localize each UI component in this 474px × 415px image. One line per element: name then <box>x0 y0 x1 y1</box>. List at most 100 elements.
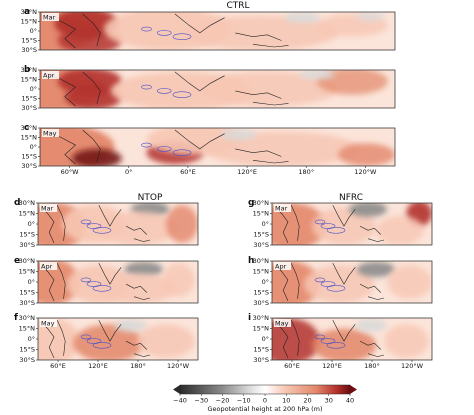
anomaly-region <box>97 273 178 303</box>
lat-tick-label: 15°N <box>253 268 270 276</box>
map-panel-e: e Apr 30°N 15°N 0° 15°S 30°S <box>14 256 199 307</box>
lat-tick-label: 15°N <box>21 134 38 142</box>
coastline <box>174 129 225 150</box>
colorbar-tick-label: −30 <box>194 397 208 405</box>
coastline <box>82 71 101 105</box>
coastline <box>174 71 225 92</box>
lat-tick-label: 30°N <box>19 257 36 265</box>
map-panel-b: b Apr 30°N 15°N0° 15°S30°S <box>21 65 396 112</box>
panel-label: b <box>24 65 31 75</box>
panel-label: i <box>248 313 251 323</box>
anomaly-region <box>162 263 195 297</box>
coastline <box>82 13 101 47</box>
lat-tick-label: 0° <box>262 335 269 343</box>
lat-tick-label: 15°S <box>253 346 269 354</box>
lat-tick-label: 0° <box>28 220 35 228</box>
coastline <box>98 204 122 227</box>
map-panel-h: h Apr 30°N 15°N 0° 15°S 30°S <box>248 256 433 307</box>
colorbar-tick-label: −10 <box>237 397 251 405</box>
colorbar-tick-label: 0 <box>263 397 267 405</box>
month-box <box>274 319 291 327</box>
lat-tick-label: 15°S <box>21 153 37 161</box>
colorbar-tick-label: 20 <box>303 397 311 405</box>
lat-tick-label: 30°S <box>253 299 269 307</box>
lat-tick-label: 0° <box>28 335 35 343</box>
contour-line <box>314 334 326 340</box>
lon-tick-label: 120°E <box>322 362 342 370</box>
month-box <box>274 262 291 270</box>
month-label: Apr <box>275 263 287 271</box>
coastline <box>133 296 151 300</box>
anomaly-region <box>73 324 144 360</box>
anomaly-region <box>166 205 198 243</box>
colorbar-tick-label: −20 <box>216 397 230 405</box>
ctrl-title: CTRL <box>226 1 249 11</box>
lat-tick-label: 30°N <box>253 199 270 207</box>
anomaly-region <box>196 71 339 107</box>
contour-line <box>92 284 112 292</box>
anomaly-region <box>304 265 375 303</box>
contour-line <box>141 142 152 148</box>
anomaly-region <box>64 85 122 108</box>
anomaly-region <box>203 131 360 166</box>
coastline <box>82 129 101 163</box>
lat-tick-label: 15°N <box>21 76 38 84</box>
contour-line <box>326 341 346 349</box>
colorbar-bar <box>179 384 351 395</box>
coastline <box>133 238 151 242</box>
coastline <box>98 262 122 285</box>
contour-line <box>141 26 152 32</box>
lat-tick-label: 15°N <box>19 325 36 333</box>
coastline <box>235 148 282 157</box>
coastline <box>235 32 282 41</box>
anomaly-region <box>356 261 396 277</box>
lat-tick-label: 15°N <box>253 210 270 218</box>
lon-tick-label: 120°W <box>354 168 377 176</box>
coastline <box>252 160 289 164</box>
ntop-title: NTOP <box>138 193 163 203</box>
lon-tick-label: 120°E <box>237 168 257 176</box>
field-layer <box>38 261 195 303</box>
anomaly-region <box>97 211 178 245</box>
panels-layer: aMar30°N15°N0°15°S30°SbApr30°N15°N0°15°S… <box>14 7 433 370</box>
colorbar-tick-label: 30 <box>325 397 333 405</box>
coastline <box>367 296 385 300</box>
lat-tick-label: 30°S <box>21 46 37 54</box>
coastline <box>56 204 66 241</box>
colorbar-extend-high <box>350 385 357 394</box>
anomaly-region <box>71 148 122 166</box>
map-panel-g: g Mar 30°N 15°N 0° 15°S 30°S <box>248 198 433 249</box>
lon-tick-label: 180° <box>298 168 314 176</box>
panel-label: h <box>248 256 254 266</box>
lat-tick-label: 30°S <box>21 162 37 170</box>
lat-tick-label: 0° <box>262 220 269 228</box>
month-box <box>42 13 59 21</box>
anomaly-region <box>338 143 395 166</box>
map-panel-d: d Mar 30°N 15°N 0° 15°S 30°S <box>14 198 199 249</box>
anomaly-region <box>284 12 321 24</box>
anomaly-region <box>221 129 257 141</box>
coastline <box>98 319 122 342</box>
anomaly-region <box>38 261 80 303</box>
panel-label: a <box>24 7 30 17</box>
lat-tick-label: 0° <box>30 143 37 151</box>
anomaly-region <box>114 319 147 332</box>
field-layer <box>272 203 432 245</box>
lat-tick-label: 30°N <box>21 124 38 132</box>
coastline <box>235 90 282 99</box>
anomaly-region <box>124 261 163 277</box>
contour-line <box>156 30 172 36</box>
month-label: Apr <box>41 263 53 271</box>
field-layer <box>40 128 395 166</box>
colorbar-tick-label: 10 <box>282 397 290 405</box>
lat-tick-label: 0° <box>30 27 37 35</box>
coastline <box>174 13 225 34</box>
anomaly-region <box>299 70 335 80</box>
month-box <box>42 71 59 79</box>
lat-tick-label: 15°S <box>19 231 35 239</box>
lat-tick-label: 15°S <box>21 37 37 45</box>
contour-line <box>80 334 92 340</box>
field-layer <box>38 318 195 360</box>
coastline <box>56 262 66 299</box>
